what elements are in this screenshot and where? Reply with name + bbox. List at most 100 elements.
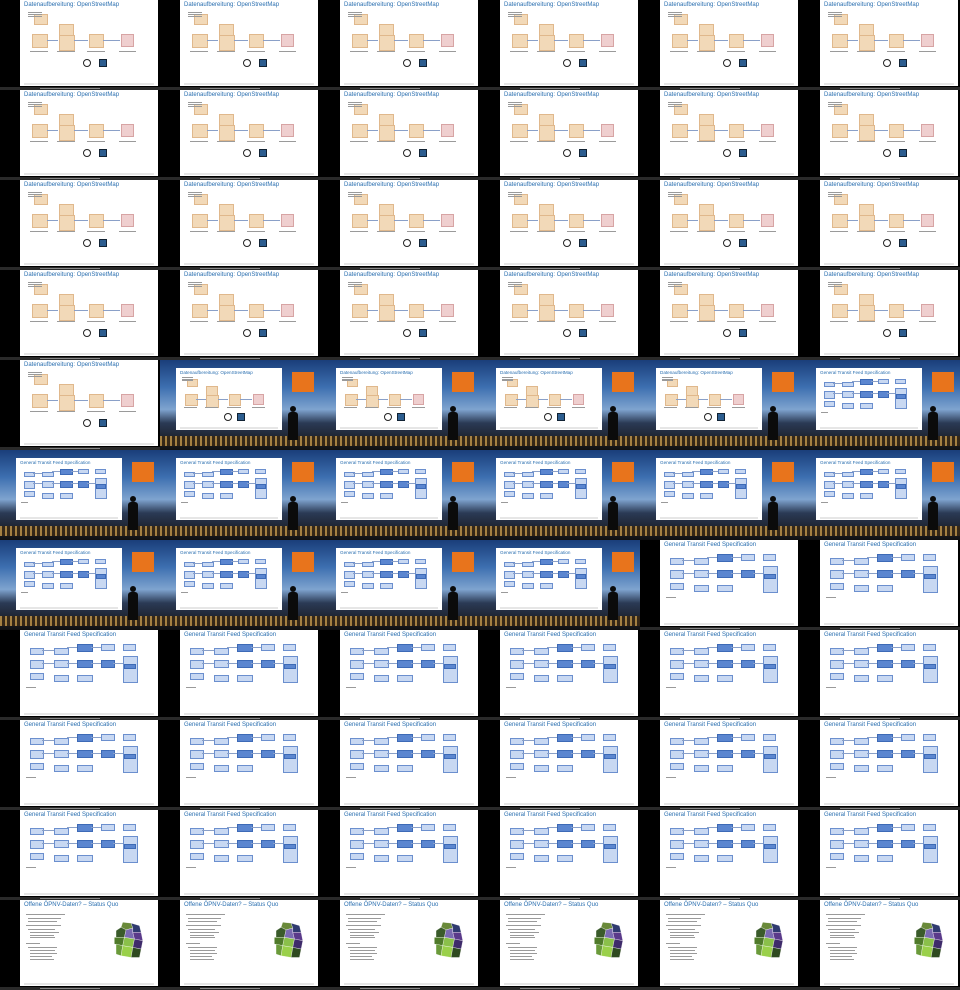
video-thumbnail-frame[interactable]: Datenaufbereitung: OpenStreetMap — [800, 270, 960, 360]
video-thumbnail-frame[interactable]: Datenaufbereitung: OpenStreetMap — [320, 270, 480, 360]
video-thumbnail-frame[interactable]: Datenaufbereitung: OpenStreetMap — [160, 360, 320, 450]
video-thumbnail-frame[interactable]: Datenaufbereitung: OpenStreetMap — [480, 360, 640, 450]
video-thumbnail-frame[interactable]: Datenaufbereitung: OpenStreetMap — [0, 90, 160, 180]
video-thumbnail-frame[interactable]: Offene ÖPNV-Daten? – Status Quo — [480, 900, 640, 990]
video-thumbnail-frame[interactable]: General Transit Feed Specification — [160, 450, 320, 540]
gtfs-files-highlight — [604, 753, 617, 760]
video-thumbnail-frame[interactable]: Datenaufbereitung: OpenStreetMap — [160, 90, 320, 180]
video-thumbnail-frame[interactable]: General Transit Feed Specification — [160, 540, 320, 630]
video-thumbnail-frame[interactable]: Offene ÖPNV-Daten? – Status Quo — [640, 900, 800, 990]
video-thumbnail-frame[interactable]: Datenaufbereitung: OpenStreetMap — [640, 360, 800, 450]
video-thumbnail-frame[interactable]: General Transit Feed Specification — [0, 630, 160, 720]
gtfs-stops-box — [379, 480, 393, 488]
gtfs-stop-times-box — [717, 643, 733, 652]
oepnv-bullet-line — [189, 953, 218, 955]
video-thumbnail-frame[interactable]: Offene ÖPNV-Daten? – Status Quo — [320, 900, 480, 990]
video-thumbnail-frame[interactable]: General Transit Feed Specification — [800, 810, 960, 900]
video-thumbnail-frame[interactable]: Datenaufbereitung: OpenStreetMap — [320, 0, 480, 90]
video-thumbnail-frame[interactable]: General Transit Feed Specification — [320, 540, 480, 630]
video-thumbnail-frame[interactable]: General Transit Feed Specification — [800, 630, 960, 720]
video-thumbnail-frame[interactable]: Datenaufbereitung: OpenStreetMap — [320, 180, 480, 270]
gtfs-files-highlight — [444, 843, 457, 850]
video-thumbnail-frame[interactable]: Offene ÖPNV-Daten? – Status Quo — [160, 900, 320, 990]
gtfs-stop-times-box — [237, 643, 253, 652]
gtfs-stop-times-box — [557, 643, 573, 652]
video-thumbnail-frame[interactable]: Datenaufbereitung: OpenStreetMap — [480, 270, 640, 360]
video-thumbnail-frame[interactable]: Datenaufbereitung: OpenStreetMap — [800, 180, 960, 270]
osm-caption-line — [667, 195, 682, 197]
gtfs-agency-box — [29, 647, 44, 655]
video-thumbnail-frame[interactable]: Datenaufbereitung: OpenStreetMap — [0, 270, 160, 360]
video-thumbnail-frame[interactable]: General Transit Feed Specification — [0, 720, 160, 810]
video-thumbnail-frame[interactable]: Datenaufbereitung: OpenStreetMap — [640, 0, 800, 90]
gtfs-shapes-box — [878, 378, 890, 385]
osm-caption-line — [829, 321, 848, 323]
video-thumbnail-frame[interactable]: General Transit Feed Specification — [160, 720, 320, 810]
osm-caption-line — [918, 321, 937, 323]
slide-title: Datenaufbereitung: OpenStreetMap — [824, 272, 920, 278]
video-thumbnail-frame[interactable]: General Transit Feed Specification — [320, 450, 480, 540]
video-thumbnail-frame[interactable]: Datenaufbereitung: OpenStreetMap — [320, 360, 480, 450]
video-thumbnail-frame[interactable]: General Transit Feed Specification — [480, 450, 640, 540]
video-thumbnail-frame[interactable]: Datenaufbereitung: OpenStreetMap — [480, 90, 640, 180]
video-thumbnail-frame[interactable]: Datenaufbereitung: OpenStreetMap — [640, 180, 800, 270]
projected-slide: General Transit Feed Specification — [16, 458, 122, 520]
video-thumbnail-frame[interactable]: General Transit Feed Specification — [640, 810, 800, 900]
video-thumbnail-frame[interactable]: General Transit Feed Specification — [320, 810, 480, 900]
video-thumbnail-frame[interactable]: General Transit Feed Specification — [0, 810, 160, 900]
video-thumbnail-frame[interactable]: General Transit Feed Specification — [160, 810, 320, 900]
video-thumbnail-frame[interactable]: General Transit Feed Specification — [160, 630, 320, 720]
video-thumbnail-frame[interactable]: Datenaufbereitung: OpenStreetMap — [480, 180, 640, 270]
osm-caption-line — [343, 407, 358, 409]
gtfs-connector-line — [372, 572, 380, 574]
gtfs-connector-line — [361, 739, 374, 741]
video-thumbnail-frame[interactable]: General Transit Feed Specification — [0, 450, 160, 540]
foss-conference-logo — [932, 462, 954, 482]
video-thumbnail-frame[interactable]: Datenaufbereitung: OpenStreetMap — [320, 90, 480, 180]
video-thumbnail-frame[interactable]: Datenaufbereitung: OpenStreetMap — [160, 270, 320, 360]
video-thumbnail-frame[interactable]: Datenaufbereitung: OpenStreetMap — [640, 90, 800, 180]
audience-lights — [480, 526, 640, 536]
slide-footer-rule — [180, 427, 278, 429]
gtfs-files-box — [602, 655, 619, 684]
video-thumbnail-frame[interactable]: General Transit Feed Specification — [0, 540, 160, 630]
video-thumbnail-frame[interactable]: General Transit Feed Specification — [480, 630, 640, 720]
osm-arrow — [846, 40, 859, 42]
slide-title: General Transit Feed Specification — [664, 542, 757, 548]
video-thumbnail-frame[interactable]: Datenaufbereitung: OpenStreetMap — [160, 180, 320, 270]
audience-lights — [800, 436, 960, 446]
video-thumbnail-frame[interactable]: General Transit Feed Specification — [800, 720, 960, 810]
video-thumbnail-frame[interactable]: General Transit Feed Specification — [800, 540, 960, 630]
video-thumbnail-frame[interactable]: Datenaufbereitung: OpenStreetMap — [0, 360, 160, 450]
video-thumbnail-frame[interactable]: Datenaufbereitung: OpenStreetMap — [800, 90, 960, 180]
video-thumbnail-frame[interactable]: General Transit Feed Specification — [320, 720, 480, 810]
video-thumbnail-frame[interactable]: General Transit Feed Specification — [320, 630, 480, 720]
video-timeline-bar — [640, 807, 800, 810]
video-thumbnail-frame[interactable]: General Transit Feed Specification — [480, 540, 640, 630]
video-thumbnail-frame[interactable]: Datenaufbereitung: OpenStreetMap — [160, 0, 320, 90]
video-thumbnail-frame[interactable]: General Transit Feed Specification — [640, 540, 800, 630]
video-thumbnail-frame[interactable]: General Transit Feed Specification — [640, 450, 800, 540]
gtfs-routes-box — [189, 659, 204, 670]
osm-caption-line — [502, 378, 513, 380]
video-thumbnail-frame[interactable]: General Transit Feed Specification — [640, 720, 800, 810]
video-thumbnail-frame[interactable]: Offene ÖPNV-Daten? – Status Quo — [0, 900, 160, 990]
gtfs-feed-box — [580, 749, 595, 759]
projected-slide: General Transit Feed Specification — [496, 548, 602, 610]
video-thumbnail-frame[interactable]: Offene ÖPNV-Daten? – Status Quo — [800, 900, 960, 990]
video-thumbnail-frame[interactable]: Datenaufbereitung: OpenStreetMap — [640, 270, 800, 360]
video-thumbnail-frame[interactable]: General Transit Feed Specification — [800, 450, 960, 540]
video-thumbnail-frame[interactable]: General Transit Feed Specification — [480, 810, 640, 900]
video-thumbnail-frame[interactable]: General Transit Feed Specification — [640, 630, 800, 720]
video-thumbnail-frame[interactable]: General Transit Feed Specification — [480, 720, 640, 810]
video-thumbnail-frame[interactable]: General Transit Feed Specification — [800, 360, 960, 450]
video-thumbnail-frame[interactable]: Datenaufbereitung: OpenStreetMap — [800, 0, 960, 90]
osm-caption-line — [27, 191, 42, 193]
gtfs-transfers-box — [859, 492, 873, 499]
video-thumbnail-frame[interactable]: Datenaufbereitung: OpenStreetMap — [0, 0, 160, 90]
gtfs-files-highlight — [284, 843, 297, 850]
osm-map-raw-icon — [511, 123, 528, 139]
video-timeline-bar — [0, 897, 160, 900]
video-thumbnail-frame[interactable]: Datenaufbereitung: OpenStreetMap — [0, 180, 160, 270]
video-thumbnail-frame[interactable]: Datenaufbereitung: OpenStreetMap — [480, 0, 640, 90]
